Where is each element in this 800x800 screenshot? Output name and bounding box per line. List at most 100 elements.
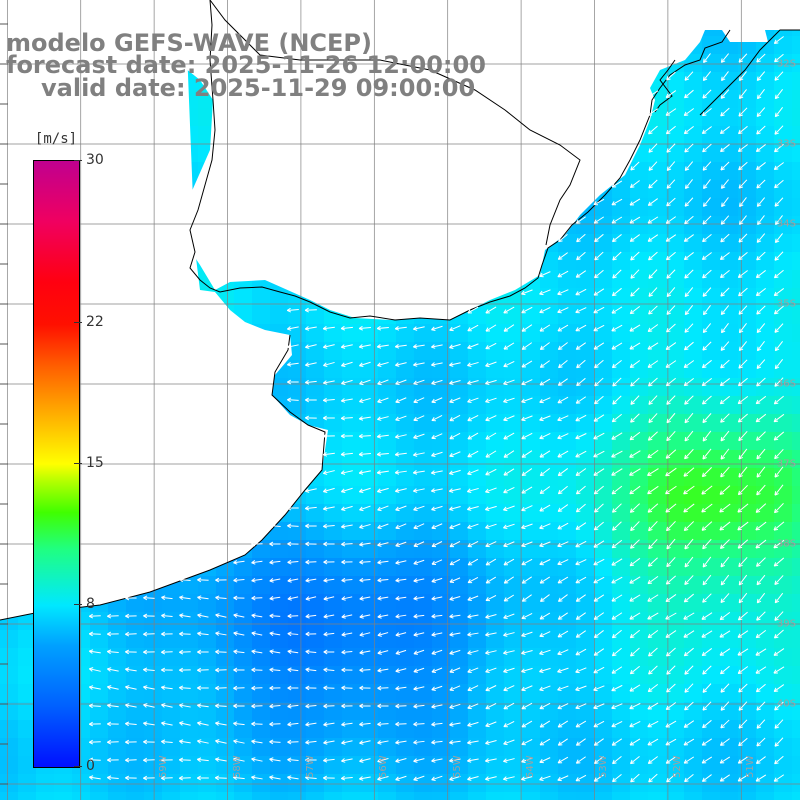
wind-cell bbox=[234, 558, 253, 577]
wind-cell bbox=[396, 342, 415, 361]
wind-arrow bbox=[720, 665, 730, 675]
wind-cell bbox=[414, 324, 433, 343]
wind-cell bbox=[450, 612, 469, 631]
wind-arrow bbox=[503, 541, 515, 548]
wind-arrow bbox=[341, 559, 353, 565]
wind-arrow bbox=[774, 575, 784, 586]
wind-arrow bbox=[215, 613, 227, 618]
wind-arrow bbox=[305, 344, 317, 349]
wind-cell bbox=[216, 702, 235, 721]
wind-arrow bbox=[305, 415, 317, 421]
lon-label: 57W bbox=[304, 755, 316, 778]
wind-arrow bbox=[575, 540, 587, 548]
wind-arrow bbox=[593, 198, 605, 206]
wind-arrow bbox=[485, 415, 497, 422]
wind-arrow bbox=[665, 575, 676, 585]
wind-arrow bbox=[719, 774, 731, 782]
wind-arrow bbox=[702, 574, 712, 586]
wind-cell bbox=[648, 450, 667, 469]
wind-cell bbox=[792, 450, 800, 469]
wind-cell bbox=[756, 108, 775, 127]
wind-cell bbox=[576, 594, 595, 613]
wind-cell bbox=[756, 72, 775, 91]
wind-arrow bbox=[539, 504, 551, 512]
wind-cell bbox=[702, 522, 721, 541]
wind-cell bbox=[702, 306, 721, 325]
wind-cell bbox=[378, 594, 397, 613]
wind-cell bbox=[342, 558, 361, 577]
wind-cell bbox=[630, 612, 649, 631]
wind-arrow bbox=[774, 466, 784, 478]
wind-cell bbox=[792, 90, 800, 109]
wind-arrow bbox=[359, 397, 371, 403]
wind-cell bbox=[702, 198, 721, 217]
wind-cell bbox=[522, 684, 541, 703]
model-title: modelo GEFS-WAVE (NCEP) bbox=[6, 29, 372, 57]
lon-label: 51W bbox=[745, 755, 757, 778]
wind-cell bbox=[180, 774, 199, 793]
wind-arrow bbox=[323, 722, 335, 727]
wind-cell bbox=[306, 504, 325, 523]
wind-cell bbox=[504, 306, 523, 325]
wind-cell bbox=[792, 684, 800, 703]
wind-arrow bbox=[305, 379, 317, 385]
wind-arrow bbox=[467, 576, 479, 584]
wind-cell bbox=[36, 774, 55, 793]
wind-cell bbox=[378, 648, 397, 667]
wind-cell bbox=[252, 666, 271, 685]
wind-arrow bbox=[251, 685, 263, 691]
wind-cell bbox=[738, 684, 757, 703]
wind-arrow bbox=[611, 287, 622, 297]
wind-cell bbox=[684, 144, 703, 163]
wind-cell bbox=[576, 432, 595, 451]
wind-cell bbox=[756, 594, 775, 613]
wind-arrow bbox=[269, 559, 281, 565]
wind-cell bbox=[342, 342, 361, 361]
wind-arrow bbox=[287, 703, 299, 709]
wind-arrow bbox=[666, 323, 676, 333]
wind-cell bbox=[630, 594, 649, 613]
wind-cell bbox=[378, 792, 397, 800]
wind-arrow bbox=[197, 739, 209, 744]
wind-cell bbox=[594, 630, 613, 649]
wind-cell bbox=[756, 126, 775, 145]
wind-cell bbox=[360, 774, 379, 793]
wind-arrow bbox=[287, 541, 299, 547]
wind-cell bbox=[126, 648, 145, 667]
wind-arrow bbox=[720, 215, 730, 225]
wind-cell bbox=[468, 774, 487, 793]
wind-arrow bbox=[503, 594, 515, 602]
wind-arrow bbox=[593, 414, 605, 422]
wind-cell bbox=[504, 432, 523, 451]
wind-cell bbox=[288, 396, 307, 415]
wind-cell bbox=[756, 342, 775, 361]
wind-arrow bbox=[683, 720, 695, 728]
wind-arrow bbox=[756, 701, 766, 711]
wind-arrow bbox=[539, 702, 551, 710]
wind-cell bbox=[468, 360, 487, 379]
wind-cell bbox=[288, 666, 307, 685]
wind-cell bbox=[486, 450, 505, 469]
wind-cell bbox=[198, 756, 217, 775]
wind-arrow bbox=[197, 577, 209, 583]
wind-arrow bbox=[287, 775, 299, 780]
wind-cell bbox=[684, 162, 703, 181]
wind-arrow bbox=[215, 739, 227, 744]
wind-arrow bbox=[503, 415, 515, 422]
wind-arrow bbox=[612, 377, 622, 387]
wind-cell bbox=[558, 720, 577, 739]
wind-arrow bbox=[629, 594, 641, 602]
wind-arrow bbox=[647, 324, 659, 333]
wind-arrow bbox=[485, 667, 497, 674]
wind-arrow bbox=[467, 324, 479, 332]
wind-cell bbox=[792, 180, 800, 199]
wind-cell bbox=[792, 270, 800, 289]
wind-cell bbox=[36, 792, 55, 800]
wind-cell bbox=[630, 738, 649, 757]
wind-cell bbox=[648, 576, 667, 595]
wind-cell bbox=[234, 594, 253, 613]
wind-cell bbox=[756, 360, 775, 379]
wind-cell bbox=[360, 432, 379, 451]
wind-cell bbox=[324, 450, 343, 469]
